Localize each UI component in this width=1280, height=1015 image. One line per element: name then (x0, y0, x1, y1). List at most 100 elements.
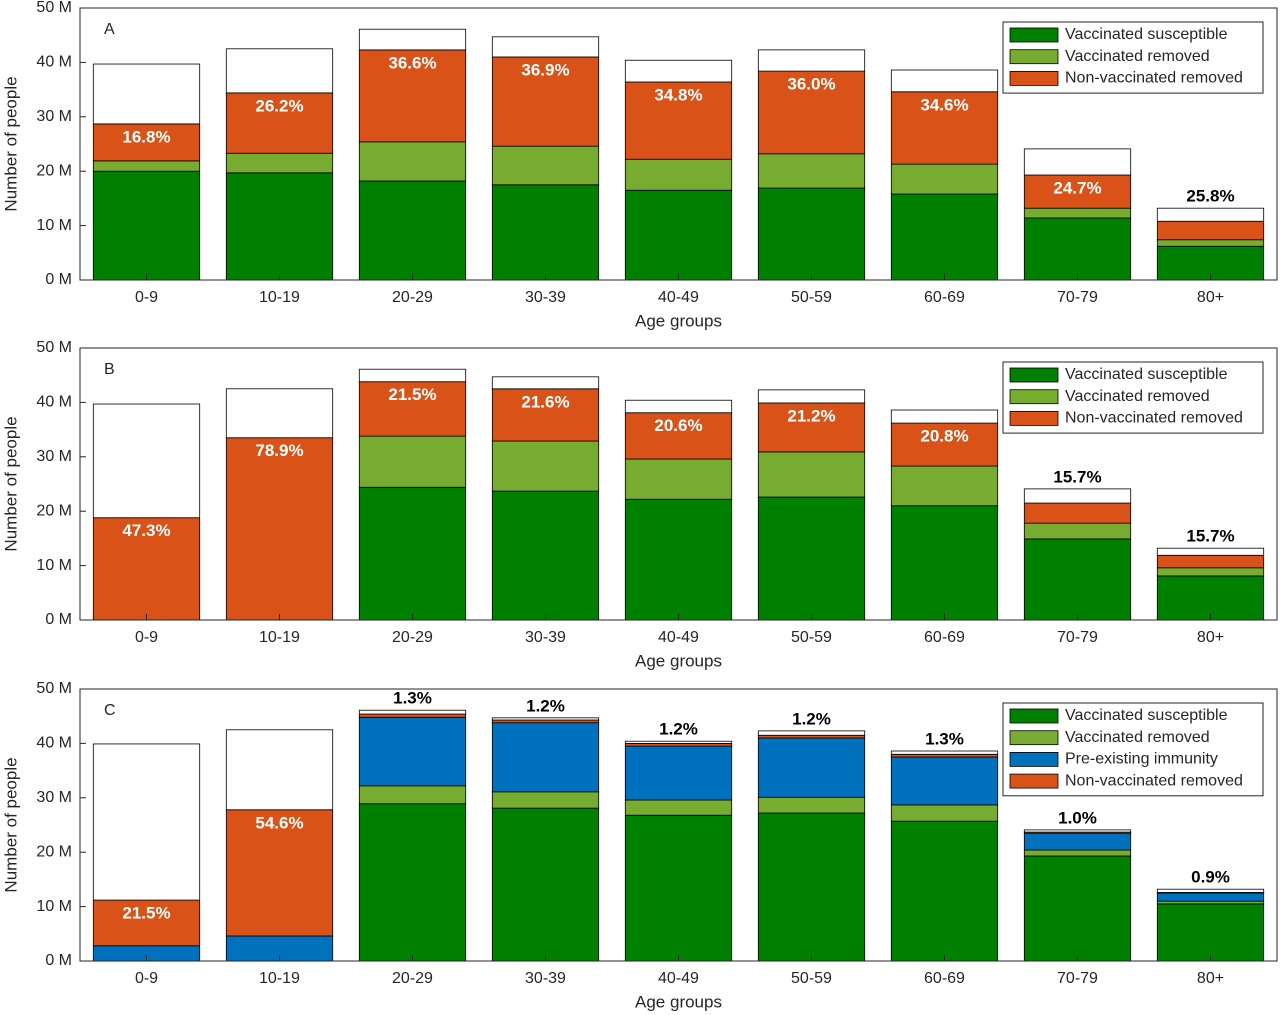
bar-segment (624, 498, 733, 621)
x-tick-label: 80+ (1197, 629, 1224, 646)
bar-segment (491, 145, 600, 186)
bar-label: 34.8% (654, 85, 702, 104)
axes-frame (79, 688, 1278, 962)
bar-segment (358, 141, 467, 182)
bar-segment (1156, 567, 1265, 577)
bar-segment (890, 756, 999, 806)
bar-segment (92, 63, 201, 125)
x-tick-label: 60-69 (924, 970, 965, 987)
y-tick-label: 10 M (36, 557, 72, 574)
x-tick-label: 80+ (1197, 289, 1224, 306)
y-tick-label: 20 M (36, 162, 72, 179)
bar-segment (624, 59, 733, 83)
bar-label: 0.9% (1191, 868, 1230, 887)
bar-segment (890, 753, 999, 758)
bar-segment (92, 123, 201, 162)
x-tick-label: 0-9 (135, 289, 158, 306)
x-tick-label: 30-39 (525, 289, 566, 306)
x-tick-label: 10-19 (259, 289, 300, 306)
y-axis-label: Number of people (1, 76, 20, 211)
x-tick-label: 30-39 (525, 629, 566, 646)
bar-segment (890, 820, 999, 962)
y-tick-label: 0 M (45, 952, 72, 969)
legend-label: Vaccinated removed (1065, 388, 1210, 405)
bar-segment (358, 785, 467, 805)
bar-segment (491, 807, 600, 962)
legend-swatch (1009, 708, 1059, 724)
y-tick-label: 50 M (36, 339, 72, 356)
bar-segment (624, 814, 733, 962)
y-tick-label: 20 M (36, 843, 72, 860)
bar-segment (1023, 207, 1132, 219)
bar-label: 34.6% (920, 95, 968, 114)
bar-segment (225, 729, 334, 811)
legend-swatch (1009, 410, 1059, 426)
x-axis-label: Age groups (635, 311, 722, 330)
legend-swatch (1009, 752, 1059, 767)
panel: 0-9 16.8% 10-19 26.2% 20-29 36.6% 30-39 36.9% 40… (1, 0, 1278, 330)
bar-segment (225, 437, 334, 621)
x-tick-label: 30-39 (525, 970, 566, 987)
bar-segment (1156, 892, 1265, 902)
bar-segment (225, 388, 334, 439)
bar-segment (624, 81, 733, 160)
bar-segment (1156, 207, 1265, 222)
bar-segment (92, 170, 201, 281)
bar-segment (92, 517, 201, 621)
x-tick-label: 70-79 (1057, 970, 1098, 987)
bar-segment (1156, 900, 1265, 905)
y-tick-label: 50 M (36, 0, 72, 16)
bar-segment (491, 388, 600, 442)
bar-segment (92, 403, 201, 519)
legend-label: Vaccinated removed (1065, 48, 1210, 65)
bar-segment (1156, 547, 1265, 556)
bar-segment (358, 381, 467, 437)
bar-segment (624, 745, 733, 801)
bar-segment (1023, 832, 1132, 851)
legend-label: Vaccinated susceptible (1065, 707, 1228, 724)
bar-segment (624, 189, 733, 281)
bar-segment (358, 713, 467, 718)
x-tick-label: 60-69 (924, 629, 965, 646)
bar-segment (624, 458, 733, 500)
legend-swatch (1009, 730, 1059, 746)
x-axis-label: Age groups (635, 651, 722, 670)
bar-label: 36.9% (521, 60, 569, 79)
y-tick-label: 30 M (36, 448, 72, 465)
bar-label: 78.9% (255, 441, 303, 460)
x-tick-label: 10-19 (259, 970, 300, 987)
legend-label: Non-vaccinated removed (1065, 70, 1243, 87)
bar-label: 20.8% (920, 427, 968, 446)
x-axis-label: Age groups (635, 992, 722, 1011)
y-tick-label: 10 M (36, 217, 72, 234)
bar-segment (757, 734, 866, 739)
bar-label: 54.6% (255, 813, 303, 832)
bar-segment (1023, 829, 1132, 833)
bar-segment (624, 799, 733, 816)
bar-label: 21.5% (388, 385, 436, 404)
y-tick-label: 0 M (45, 271, 72, 288)
bar-label: 15.7% (1053, 467, 1101, 486)
bar-segment (1156, 888, 1265, 893)
bar-segment (1023, 849, 1132, 857)
bar-segment (757, 451, 866, 498)
bar-label: 24.7% (1053, 178, 1101, 197)
y-tick-label: 40 M (36, 735, 72, 752)
bar-label: 26.2% (255, 96, 303, 115)
y-tick-label: 20 M (36, 502, 72, 519)
bar-label: 1.2% (526, 696, 565, 715)
bar-segment (1023, 522, 1132, 540)
bar-segment (1156, 575, 1265, 621)
bar-segment (624, 740, 733, 744)
x-tick-label: 20-29 (392, 289, 433, 306)
bar-segment (358, 435, 467, 488)
legend-swatch (1009, 773, 1059, 789)
legend-label: Non-vaccinated removed (1065, 410, 1243, 427)
bar-segment (757, 49, 866, 72)
bar-segment (1023, 174, 1132, 209)
bar-segment (757, 730, 866, 736)
x-tick-label: 20-29 (392, 970, 433, 987)
bar-segment (225, 92, 334, 154)
y-tick-label: 0 M (45, 611, 72, 628)
